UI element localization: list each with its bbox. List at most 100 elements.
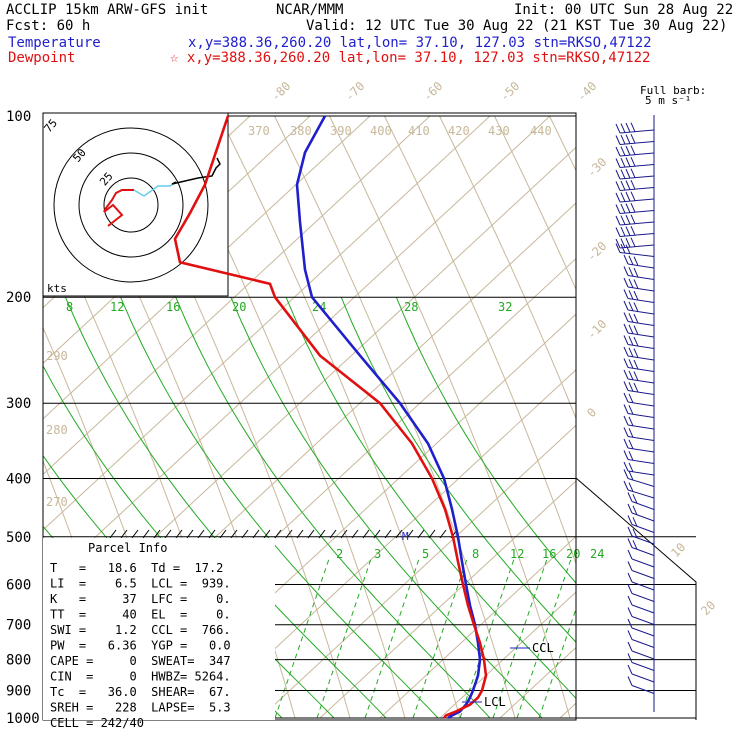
barb-feather — [627, 572, 633, 583]
freezing-tick — [329, 529, 337, 539]
parcel-row: CAPE = 0 SWEAT= 347 — [50, 654, 231, 668]
mixing-ratio-line — [412, 555, 469, 719]
barb-feather — [623, 480, 629, 491]
barb-feather — [623, 427, 629, 437]
isotherm — [43, 115, 551, 587]
dry-adiabat — [274, 115, 516, 719]
barb-feather — [620, 123, 626, 133]
barb-feather — [628, 255, 634, 265]
freezing-tick — [395, 529, 403, 539]
barb-feather — [615, 192, 621, 203]
isotherm — [43, 115, 371, 420]
barb-feather — [633, 325, 639, 335]
freezing-tick — [208, 529, 216, 539]
barb-feather — [628, 416, 634, 426]
barb-shaft — [627, 489, 655, 499]
barb-shaft — [627, 378, 655, 384]
barb-shaft — [631, 593, 655, 602]
plot-frame — [42, 112, 577, 721]
barb-shaft — [631, 501, 655, 510]
barb-feather — [633, 290, 639, 301]
barb-feather — [625, 134, 631, 144]
barb-feather — [633, 279, 639, 289]
parcel-row: T = 18.6 Td = 17.2 — [50, 561, 223, 575]
barb-feather — [628, 347, 634, 357]
barb-feather — [628, 405, 634, 415]
freezing-tick — [274, 529, 282, 539]
mixing-ratio-line — [492, 555, 549, 719]
parcel-title: Parcel Info — [88, 541, 167, 555]
barb-feather — [630, 237, 636, 247]
freezing-tick — [296, 529, 304, 539]
barb-shaft — [627, 424, 655, 430]
mixing-ratio-line — [274, 555, 331, 719]
barb-feather — [623, 254, 629, 265]
parcel-row: Tc = 36.0 SHEAR= 67. — [50, 685, 231, 699]
barb-feather — [615, 146, 621, 157]
parcel-row: PW = 6.36 YGP = 0.0 — [50, 639, 231, 653]
theta-label: 370 — [248, 124, 270, 138]
barb-feather — [620, 243, 626, 254]
barb-shaft — [619, 252, 655, 257]
barb-shaft — [631, 535, 655, 545]
isotherm-label: -40 — [574, 79, 599, 104]
barb-feather — [625, 122, 631, 133]
barb-feather — [627, 561, 633, 571]
barb-feather — [628, 451, 634, 461]
pressure-label-100: 100 — [6, 109, 31, 125]
barb-feather — [633, 267, 639, 278]
barb-feather — [633, 382, 639, 393]
barb-shaft — [631, 650, 655, 660]
barb-shaft — [627, 321, 655, 326]
barb-shaft — [627, 401, 655, 407]
parcel-row: LI = 6.5 LCL = 939. — [50, 577, 231, 591]
isotherm — [319, 480, 576, 719]
barb-feather — [623, 392, 629, 403]
isotherm-label: 20 — [698, 598, 718, 618]
barb-feather — [633, 348, 639, 358]
barb-feather — [630, 179, 636, 190]
barb-shaft — [619, 187, 655, 191]
forecast-hour: Fcst: 60 h — [6, 18, 90, 34]
dewpoint-location: ☆ x,y=388.36,260.20 lat,lon= 37.10, 127.… — [170, 50, 650, 66]
barb-feather — [627, 641, 633, 652]
barb-feather — [630, 202, 636, 213]
barb-feather — [627, 584, 633, 594]
barb-feather — [615, 123, 621, 134]
barb-region-outline — [575, 477, 697, 720]
freezing-tick — [120, 529, 128, 539]
hodo-trace-black — [171, 157, 221, 185]
barb-feather — [627, 515, 633, 525]
barb-feather — [625, 203, 631, 213]
parcel-row: SWI = 1.2 CCL = 766. — [50, 623, 231, 637]
barb-feather — [623, 450, 629, 460]
theta-label: 420 — [448, 124, 470, 138]
theta-e-label: 32 — [498, 300, 512, 314]
freezing-tick — [417, 529, 425, 539]
lcl-label: LCL — [484, 695, 506, 709]
freezing-tick — [362, 529, 370, 539]
freezing-tick — [439, 529, 447, 539]
barb-feather — [633, 336, 639, 347]
theta-e-label: 12 — [110, 300, 124, 314]
isotherm — [43, 115, 431, 476]
mixing-ratio-label: 5 — [422, 547, 429, 561]
pressure-label-900: 900 — [6, 683, 31, 699]
barb-feather — [633, 256, 639, 266]
barb-shaft — [631, 524, 655, 533]
barb-feather — [623, 266, 629, 276]
theta-e-label: 20 — [232, 300, 246, 314]
hodo-trace-blue — [133, 181, 177, 197]
hodograph: 25 50 75 kts — [42, 112, 229, 297]
barb-feather — [623, 323, 629, 334]
barb-feather — [630, 214, 636, 224]
pressure-label-700: 700 — [6, 618, 31, 634]
isotherm-label: -50 — [497, 79, 522, 104]
barb-feather — [623, 289, 629, 299]
barb-shaft — [627, 470, 655, 476]
isotherm-label: -10 — [584, 317, 609, 342]
barb-feather — [627, 526, 633, 537]
mixing-ratio-label: 20 — [566, 547, 580, 561]
theta-label: 290 — [46, 349, 68, 363]
freezing-tick — [230, 529, 238, 539]
